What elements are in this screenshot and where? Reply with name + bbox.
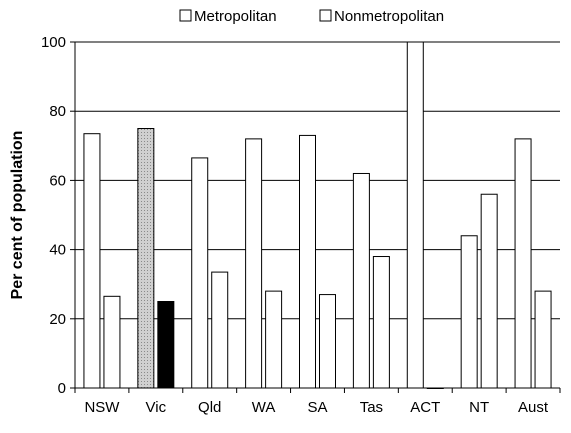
bar-nonmetropolitan-sa	[319, 294, 336, 389]
legend-label-metropolitan: Metropolitan	[194, 8, 277, 25]
bar-metropolitan-vic	[137, 128, 155, 389]
bar-nonmetropolitan-nsw	[103, 295, 121, 389]
bar-metropolitan-sa	[299, 134, 316, 389]
x-tick-label: Aust	[518, 399, 549, 416]
y-tick-label: 20	[49, 311, 66, 328]
bar-nonmetropolitan-wa	[265, 290, 283, 389]
bar-nonmetropolitan-nt	[480, 193, 498, 389]
x-tick-label: ACT	[410, 399, 440, 416]
bar-metropolitan-wa	[245, 138, 263, 389]
x-tick-label: Vic	[146, 399, 167, 416]
axes: 0 20 40 60 80 100 NSW Vic Qld WA SA Tas ACT NT Aust	[41, 34, 561, 416]
bars	[83, 41, 552, 389]
legend-label-nonmetropolitan: Nonmetropolitan	[334, 8, 444, 25]
y-tick-label: 0	[58, 380, 66, 397]
bar-metropolitan-nsw	[83, 133, 101, 389]
bar-metropolitan-tas	[352, 172, 370, 389]
bar-metropolitan-aust	[514, 138, 532, 389]
y-tick-label: 100	[41, 34, 66, 51]
x-tick-label: NSW	[84, 399, 120, 416]
gridlines	[75, 41, 560, 320]
bar-nonmetropolitan-vic	[157, 301, 175, 389]
x-tick-label: NT	[469, 399, 489, 416]
bar-metropolitan-qld	[191, 157, 209, 389]
x-tick-label: Qld	[198, 399, 221, 416]
y-tick-label: 60	[49, 172, 66, 189]
bar-nonmetropolitan-qld	[211, 271, 229, 389]
x-tick-label: Tas	[360, 399, 383, 416]
bar-nonmetropolitan-tas	[372, 256, 390, 389]
legend-swatch-nonmetropolitan	[319, 9, 332, 22]
bar-nonmetropolitan-aust	[534, 290, 552, 389]
bar-metropolitan-act	[406, 41, 424, 389]
y-tick-label: 40	[49, 242, 66, 259]
y-axis-title: Per cent of population	[9, 131, 26, 300]
legend: Metropolitan Nonmetropolitan	[179, 8, 444, 25]
bar-metropolitan-nt	[460, 235, 478, 389]
y-tick-label: 80	[49, 103, 66, 120]
x-tick-label: SA	[307, 399, 327, 416]
x-tick-label: WA	[252, 399, 276, 416]
legend-swatch-metropolitan	[179, 9, 192, 22]
